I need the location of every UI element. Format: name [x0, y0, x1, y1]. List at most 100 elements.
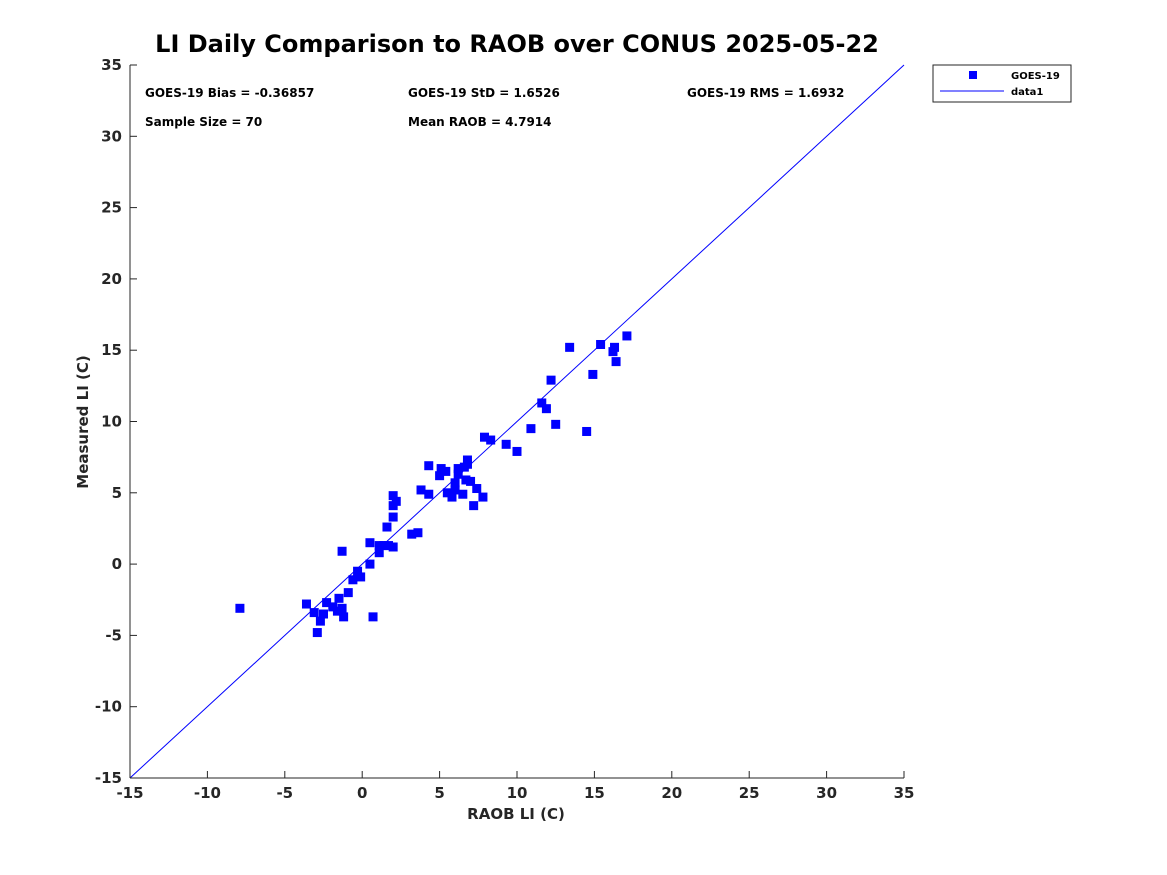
data-point	[541, 404, 551, 414]
data-point	[382, 522, 392, 532]
stat-sample-size: Sample Size = 70	[145, 115, 262, 129]
data-point	[461, 475, 471, 485]
data-point	[322, 598, 332, 608]
data-point	[319, 609, 328, 619]
data-point	[328, 602, 338, 612]
x-tick-label: -10	[194, 784, 221, 802]
data-point	[588, 369, 598, 379]
data-point	[374, 548, 384, 558]
x-tick-label: 5	[434, 784, 444, 802]
data-point	[309, 608, 319, 618]
stat-bias: GOES-19 Bias = -0.36857	[145, 86, 314, 100]
data-point	[424, 489, 434, 499]
data-point	[453, 464, 463, 474]
data-point	[472, 484, 482, 494]
x-tick-label: 0	[357, 784, 367, 802]
data-point	[348, 575, 358, 585]
stat-std: GOES-19 StD = 1.6526	[408, 86, 560, 100]
x-tick-label: 20	[661, 784, 682, 802]
data-point	[469, 501, 479, 511]
y-tick-label: -10	[95, 698, 122, 716]
data-point	[315, 616, 325, 626]
data-point	[337, 546, 347, 556]
data-point	[478, 492, 488, 502]
data-point	[447, 492, 457, 502]
data-point	[388, 491, 398, 501]
data-point	[353, 566, 363, 576]
y-tick-label: 20	[101, 270, 122, 288]
y-tick-label: -5	[105, 626, 122, 644]
data-point	[337, 603, 347, 613]
x-ticks: -15 -10 -5 0 5 10 15 20 25 30 35	[116, 771, 914, 802]
data-point	[343, 588, 353, 598]
data-point	[453, 469, 463, 479]
data-point	[526, 424, 536, 434]
data-point	[365, 538, 375, 548]
data-point	[379, 541, 389, 551]
data-point	[479, 432, 489, 442]
data-point	[368, 612, 378, 622]
data-point	[436, 464, 446, 474]
stat-mean-raob: Mean RAOB = 4.7914	[408, 115, 552, 129]
y-tick-label: 35	[101, 56, 122, 74]
data-point	[551, 419, 561, 429]
x-tick-label: 30	[816, 784, 837, 802]
x-tick-label: 10	[507, 784, 528, 802]
x-tick-label: 25	[739, 784, 760, 802]
data-point	[486, 435, 496, 445]
plot-area	[129, 64, 905, 779]
data-point	[301, 599, 311, 609]
chart-title: LI Daily Comparison to RAOB over CONUS 2…	[155, 30, 879, 58]
data-point	[356, 572, 366, 582]
data-point	[611, 357, 621, 367]
data-point	[413, 528, 423, 538]
data-point	[365, 559, 375, 569]
y-axis-label: Measured LI (C)	[74, 355, 92, 488]
data-point	[450, 478, 460, 488]
data-point	[435, 471, 445, 481]
data-point	[622, 331, 632, 341]
data-point	[441, 466, 451, 476]
data-point	[582, 426, 592, 436]
y-tick-label: 0	[112, 555, 122, 573]
legend-label-data1: data1	[1011, 87, 1043, 98]
y-tick-label: 30	[101, 127, 122, 145]
data-point	[565, 342, 575, 352]
data-point	[424, 461, 434, 471]
y-tick-label: 15	[101, 341, 122, 359]
y-ticks: -15 -10 -5 0 5 10 15 20 25 30 35	[95, 56, 137, 787]
reference-line-data1	[129, 64, 905, 779]
stat-rms: GOES-19 RMS = 1.6932	[687, 86, 844, 100]
data-point	[374, 541, 384, 551]
data-point	[235, 603, 245, 613]
data-point	[501, 439, 511, 449]
y-tick-label: 5	[112, 484, 122, 502]
data-point	[391, 496, 401, 506]
data-point	[610, 342, 620, 352]
data-point	[450, 485, 460, 495]
x-tick-label: 15	[584, 784, 605, 802]
data-point	[388, 512, 398, 522]
data-point	[512, 446, 522, 456]
data-point	[466, 476, 476, 486]
data-point	[334, 593, 344, 603]
x-tick-label: -5	[276, 784, 293, 802]
data-point	[462, 455, 472, 465]
data-point	[332, 606, 342, 616]
data-point	[537, 398, 547, 408]
x-tick-label: -15	[116, 784, 143, 802]
y-tick-label: -15	[95, 769, 122, 787]
data-point	[388, 542, 398, 552]
data-point	[312, 628, 322, 638]
legend: GOES-19 data1	[932, 64, 1072, 103]
x-tick-label: 35	[894, 784, 915, 802]
data-point	[442, 488, 452, 498]
legend-box	[932, 64, 1072, 103]
legend-label-goes19: GOES-19	[1011, 71, 1060, 82]
data-point	[596, 339, 606, 349]
data-point	[546, 375, 556, 385]
data-point	[458, 489, 468, 499]
x-axis-label: RAOB LI (C)	[467, 805, 565, 823]
